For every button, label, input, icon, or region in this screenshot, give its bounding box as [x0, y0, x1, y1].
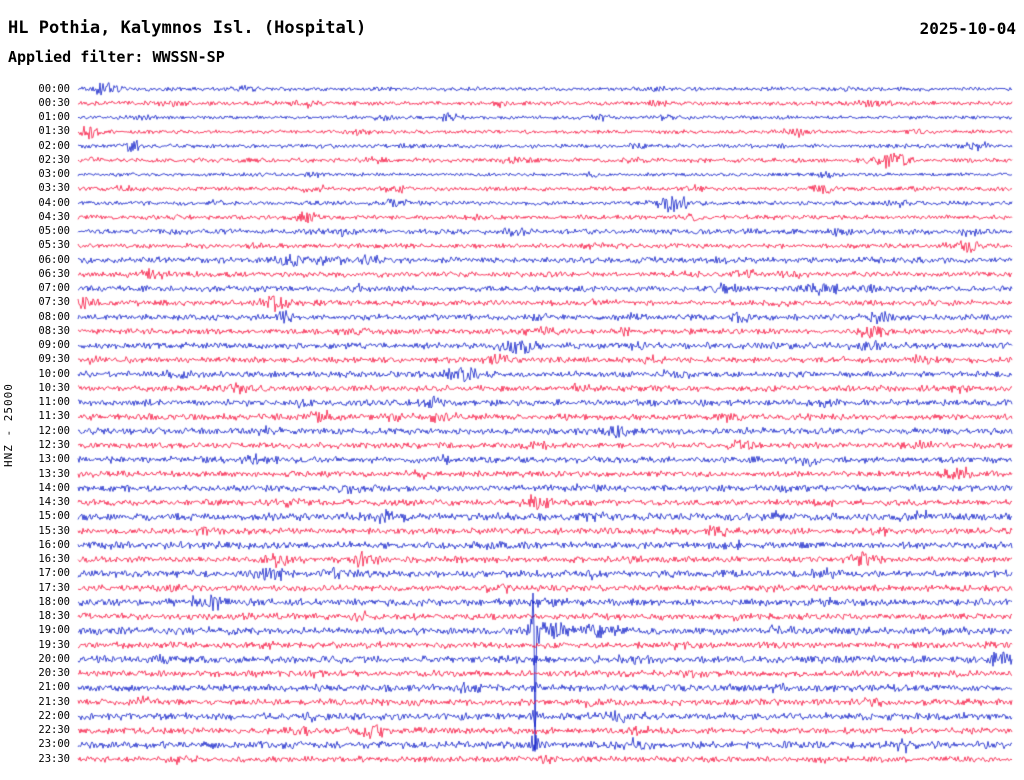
time-label: 04:00 — [38, 196, 70, 209]
time-label: 16:00 — [38, 538, 70, 551]
time-label: 19:00 — [38, 624, 70, 637]
time-label: 20:30 — [38, 667, 70, 680]
time-label: 06:30 — [38, 267, 70, 280]
time-label: 00:00 — [38, 82, 70, 95]
time-label: 03:00 — [38, 168, 70, 181]
time-label: 13:30 — [38, 467, 70, 480]
time-label: 11:00 — [38, 396, 70, 409]
time-label: 23:00 — [38, 738, 70, 751]
time-label: 23:30 — [38, 752, 70, 765]
time-label: 12:30 — [38, 439, 70, 451]
time-label: 05:00 — [38, 225, 70, 238]
time-label: 10:30 — [38, 381, 70, 394]
time-label: 08:00 — [38, 310, 70, 323]
time-label: 12:00 — [38, 424, 70, 437]
time-label: 19:30 — [38, 638, 70, 651]
time-label: 09:00 — [38, 339, 70, 352]
date-label: 2025-10-04 — [919, 19, 1016, 38]
time-label: 01:30 — [38, 125, 70, 138]
time-label: 15:00 — [38, 510, 70, 523]
time-label: 01:00 — [38, 111, 70, 124]
time-label: 18:30 — [38, 610, 70, 623]
time-label: 10:00 — [38, 367, 70, 380]
time-label: 09:30 — [38, 353, 70, 366]
time-label: 04:30 — [38, 210, 70, 223]
time-label: 08:30 — [38, 324, 70, 337]
time-label: 21:30 — [38, 695, 70, 708]
time-label: 07:30 — [38, 296, 70, 309]
time-label: 14:30 — [38, 496, 70, 509]
time-label: 06:00 — [38, 253, 70, 266]
station-title: HL Pothia, Kalymnos Isl. (Hospital) — [8, 18, 367, 38]
time-label: 05:30 — [38, 239, 70, 252]
time-label: 03:30 — [38, 182, 70, 195]
time-label: 15:30 — [38, 524, 70, 537]
time-label: 00:30 — [38, 96, 70, 109]
time-label: 18:00 — [38, 595, 70, 608]
time-label: 11:30 — [38, 410, 70, 423]
time-label: 14:00 — [38, 481, 70, 494]
time-label: 13:00 — [38, 453, 70, 466]
time-label: 20:00 — [38, 652, 70, 665]
time-label: 22:00 — [38, 709, 70, 722]
time-label: 02:00 — [38, 139, 70, 152]
filter-label: Applied filter: WWSSN-SP — [8, 48, 225, 66]
time-label: 21:00 — [38, 681, 70, 694]
time-label: 17:30 — [38, 581, 70, 594]
time-label: 17:00 — [38, 567, 70, 580]
time-label: 22:30 — [38, 724, 70, 737]
time-label: 02:30 — [38, 153, 70, 166]
time-label: 16:30 — [38, 553, 70, 566]
time-label: 07:00 — [38, 282, 70, 295]
